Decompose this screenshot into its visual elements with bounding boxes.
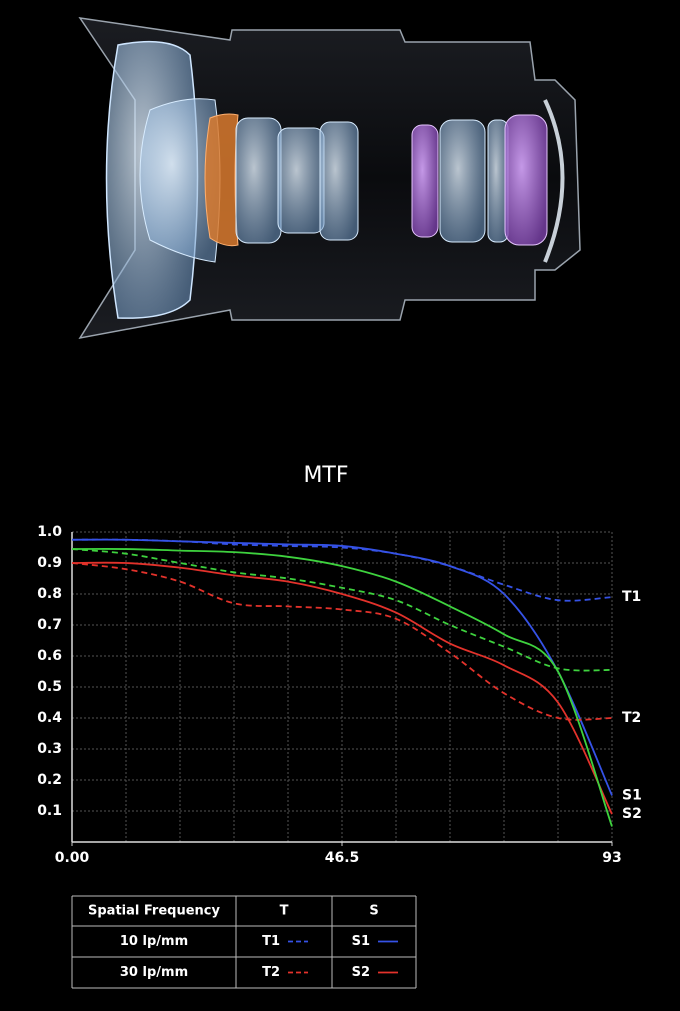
table-cell: 10 lp/mm xyxy=(120,934,188,949)
series-label: S2 xyxy=(622,806,642,822)
table-header: S xyxy=(369,904,378,919)
plot-area: 0.1 0.2 0.3 0.4 0.5 0.6 0.7 0.8 0.9 1.0 0.00 46.5 93… xyxy=(37,524,642,989)
series-label: S1 xyxy=(622,788,642,804)
series-line xyxy=(71,562,613,721)
series-line xyxy=(71,538,613,796)
y-tick-label: 0.7 xyxy=(37,617,62,633)
series-label: T1 xyxy=(622,589,641,605)
table-cell: T1 xyxy=(262,934,280,949)
lens-illustration xyxy=(78,17,581,340)
table-cell: S1 xyxy=(352,934,370,949)
y-tick-label: 0.3 xyxy=(37,741,62,757)
table-cell: T2 xyxy=(262,965,280,980)
series-line xyxy=(71,548,613,827)
y-tick-label: 0.8 xyxy=(37,586,62,602)
y-tick-label: 0.2 xyxy=(37,772,62,788)
x-tick-label: 46.5 xyxy=(325,850,360,866)
y-tick-label: 0.6 xyxy=(37,648,62,664)
x-tick-label: 0.00 xyxy=(55,850,90,866)
series-line xyxy=(71,561,613,815)
x-tick-label: 93 xyxy=(602,850,621,866)
table-header: T xyxy=(280,904,289,919)
y-tick-label: 1.0 xyxy=(37,524,62,540)
series-label: T2 xyxy=(622,710,641,726)
y-tick-label: 0.4 xyxy=(37,710,62,726)
chart-title: MTF xyxy=(303,463,348,488)
series-line xyxy=(71,548,613,672)
y-tick-label: 0.1 xyxy=(37,803,62,819)
y-tick-label: 0.9 xyxy=(37,555,62,571)
table-cell: S2 xyxy=(352,965,370,980)
table-cell: 30 lp/mm xyxy=(120,965,188,980)
table-header: Spatial Frequency xyxy=(88,904,220,919)
y-tick-label: 0.5 xyxy=(37,679,62,695)
